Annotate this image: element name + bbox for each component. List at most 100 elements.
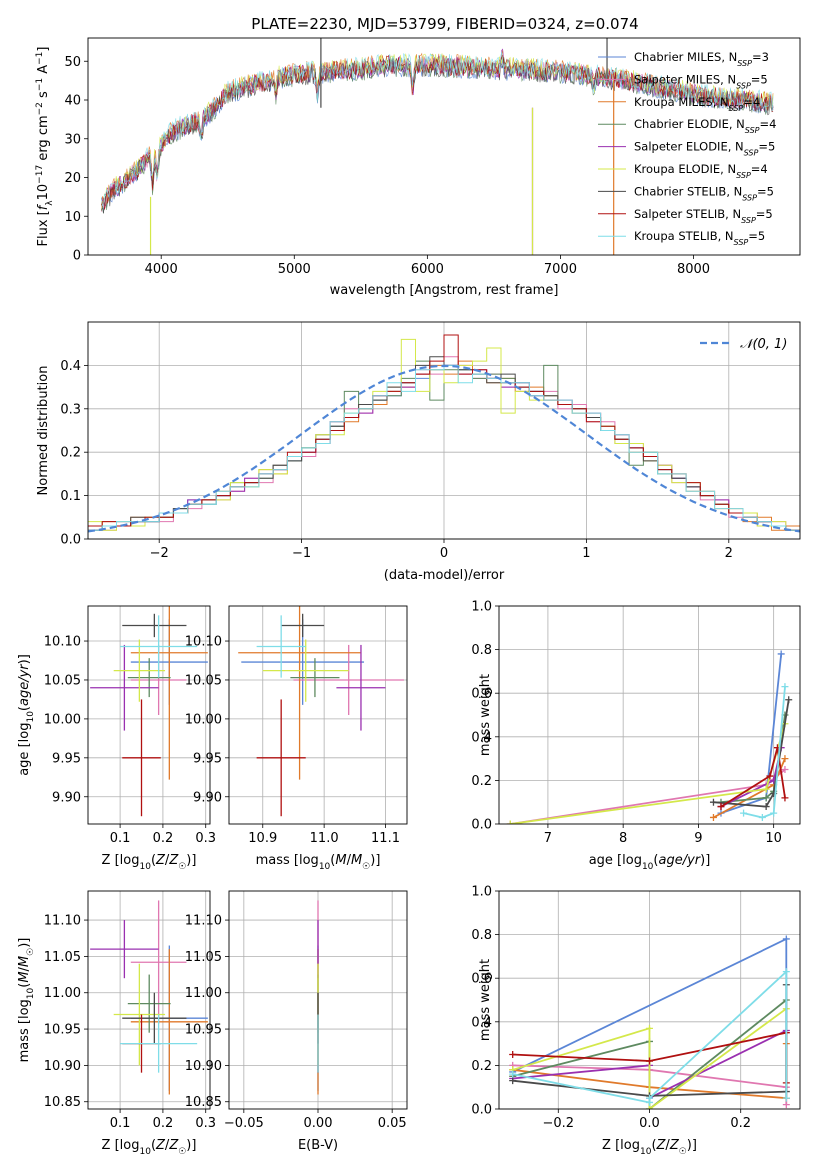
legend-sub: SSP [734, 238, 749, 247]
x-axis-label: E(B-V) [298, 1138, 338, 1153]
y-tick-label: 10.85 [44, 1095, 81, 1110]
label-part: mass [log [17, 999, 32, 1062]
label-part: ☉ [26, 948, 36, 956]
legend-entry: Kroupa ELODIE, NSSP=4 [634, 162, 768, 180]
y-tick-label: 10.05 [44, 673, 81, 688]
label-part: ☉ [362, 862, 370, 872]
weight-marker [709, 813, 717, 821]
label-part: 10 [26, 987, 36, 999]
label-part: Z [155, 853, 166, 868]
x-tick-label: −0.2 [542, 1116, 574, 1131]
y-tick-label: 10 [64, 210, 81, 225]
y-tick-label: 0.0 [60, 533, 81, 548]
label-part: ( [330, 853, 335, 868]
weight-marker [506, 820, 514, 824]
label-part: −17 [35, 165, 45, 184]
label-part: f [36, 203, 51, 210]
y-tick-label: 9.90 [52, 790, 81, 805]
y-tick-label: 0.4 [471, 1015, 492, 1030]
y-tick-label: 0.3 [60, 402, 81, 417]
legend-label: Chabrier MILES, N [634, 50, 737, 64]
y-tick-label: 11.10 [185, 914, 222, 929]
legend-tail: =5 [756, 207, 773, 221]
label-part: ( [651, 1138, 656, 1153]
label-part: )] [370, 853, 380, 868]
label-part: Z [656, 1138, 667, 1153]
y-axis-label: mass weight [478, 674, 493, 756]
label-part: M [335, 853, 346, 868]
weight-marker [785, 696, 793, 704]
label-part: Z [ [602, 1138, 620, 1153]
x-axis-label: (data-model)/error [384, 568, 505, 583]
label-part: ( [17, 983, 32, 988]
weight-line [720, 747, 786, 808]
legend-sub: SSP [736, 81, 751, 90]
legend-label: Kroupa MILES, N [634, 95, 729, 109]
y-tick-label: 10.10 [44, 635, 81, 650]
label-part: 10 [139, 862, 151, 872]
axes-frame [87, 321, 801, 540]
legend-tail: =5 [751, 72, 768, 86]
legend-sub: SSP [729, 103, 744, 112]
weight-marker [782, 968, 790, 976]
y-tick-label: 10.00 [44, 712, 81, 727]
x-axis-label: Z [log10(Z/Z☉)] [602, 1138, 697, 1157]
label-part: ☉ [679, 1147, 687, 1157]
legend-label: Chabrier ELODIE, N [634, 117, 745, 131]
x-tick-label: 10 [765, 831, 782, 846]
label-part: M [17, 956, 32, 967]
spectrum-line [101, 54, 774, 210]
weight-marker [509, 1051, 517, 1058]
weight-marker [646, 1094, 653, 1102]
label-part: / [665, 1138, 670, 1153]
label-part: age/yr [17, 663, 32, 706]
weight-line [720, 653, 783, 814]
y-tick-label: 9.95 [52, 751, 81, 766]
weight-marker [762, 803, 770, 811]
y-axis-label: mass [log10(M/M☉)] [17, 938, 36, 1063]
label-part: M [17, 971, 32, 982]
label-part: A [36, 65, 51, 78]
x-tick-label: 0.2 [153, 1116, 174, 1131]
x-tick-label: 8000 [677, 262, 710, 277]
weight-marker [758, 813, 766, 821]
axes-frame [228, 890, 408, 1110]
weight-marker [509, 1077, 517, 1085]
x-tick-label: 0.3 [195, 831, 216, 846]
x-tick-label: 6000 [411, 262, 444, 277]
label-part: Z [669, 1138, 680, 1153]
x-tick-label: 0.00 [304, 1116, 333, 1131]
x-tick-label: 0.05 [378, 1116, 407, 1131]
y-tick-label: 0.1 [60, 489, 81, 504]
weight-marker [766, 772, 774, 780]
label-part: / [165, 853, 170, 868]
plot-area [506, 650, 793, 824]
y-tick-label: 10.10 [185, 635, 222, 650]
legend-label: Kroupa ELODIE, N [634, 162, 736, 176]
weight-marker [781, 794, 789, 802]
grid [229, 606, 407, 824]
label-part: ( [653, 853, 658, 868]
weight-marker [717, 803, 725, 811]
legend-label: Salpeter ELODIE, N [634, 140, 744, 154]
label-part: 10 [36, 184, 51, 201]
y-tick-label: 10.90 [44, 1059, 81, 1074]
label-part: 10 [640, 1147, 652, 1157]
y-tick-label: 0.6 [471, 972, 492, 987]
x-tick-label: 0.1 [110, 1116, 131, 1131]
label-part: log [120, 853, 140, 868]
y-tick-label: 10.90 [185, 1059, 222, 1074]
plot-area [90, 900, 208, 1095]
x-axis-label: mass [log10(M/M☉)] [256, 853, 381, 872]
axes-frame [87, 605, 211, 825]
spectrum-line [101, 51, 774, 207]
y-tick-label: 30 [64, 132, 81, 147]
label-part: Flux [ [36, 210, 51, 246]
legend-tail: =5 [758, 140, 775, 154]
legend-tail: =4 [760, 117, 777, 131]
y-tick-label: 1.0 [471, 885, 492, 900]
label-part: )] [17, 938, 32, 948]
y-tick-label: 0.0 [471, 1103, 492, 1118]
label-part: erg cm [36, 115, 51, 164]
plot-area [101, 38, 774, 255]
